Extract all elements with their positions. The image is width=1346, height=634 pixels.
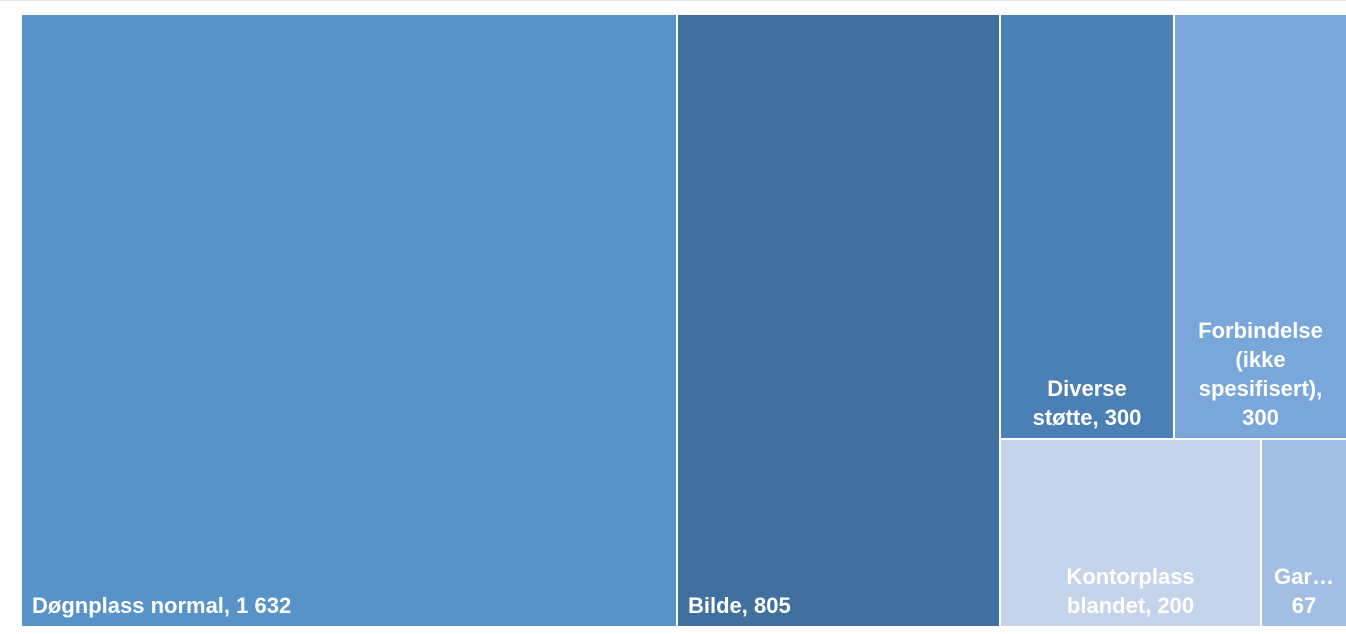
treemap-tile-label: Forbindelse (ikke spesifisert), 300 <box>1198 318 1323 430</box>
treemap-tile: Bilde, 805 <box>678 15 999 626</box>
treemap-tile: Døgnplass normal, 1 632 <box>22 15 676 626</box>
treemap-tile: Diverse støtte, 300 <box>1001 15 1173 438</box>
treemap-tile-label: Diverse støtte, 300 <box>1032 376 1142 430</box>
treemap-tile-label: Gar… 67 <box>1274 564 1334 618</box>
treemap-tile: Forbindelse (ikke spesifisert), 300 <box>1175 15 1346 438</box>
treemap-tile-label: Bilde, 805 <box>688 593 791 618</box>
treemap-tile: Gar… 67 <box>1262 440 1346 626</box>
treemap-tile-label: Kontorplass blandet, 200 <box>1066 564 1195 618</box>
treemap-tile-label: Døgnplass normal, 1 632 <box>32 593 292 618</box>
treemap-tile: Kontorplass blandet, 200 <box>1001 440 1260 626</box>
